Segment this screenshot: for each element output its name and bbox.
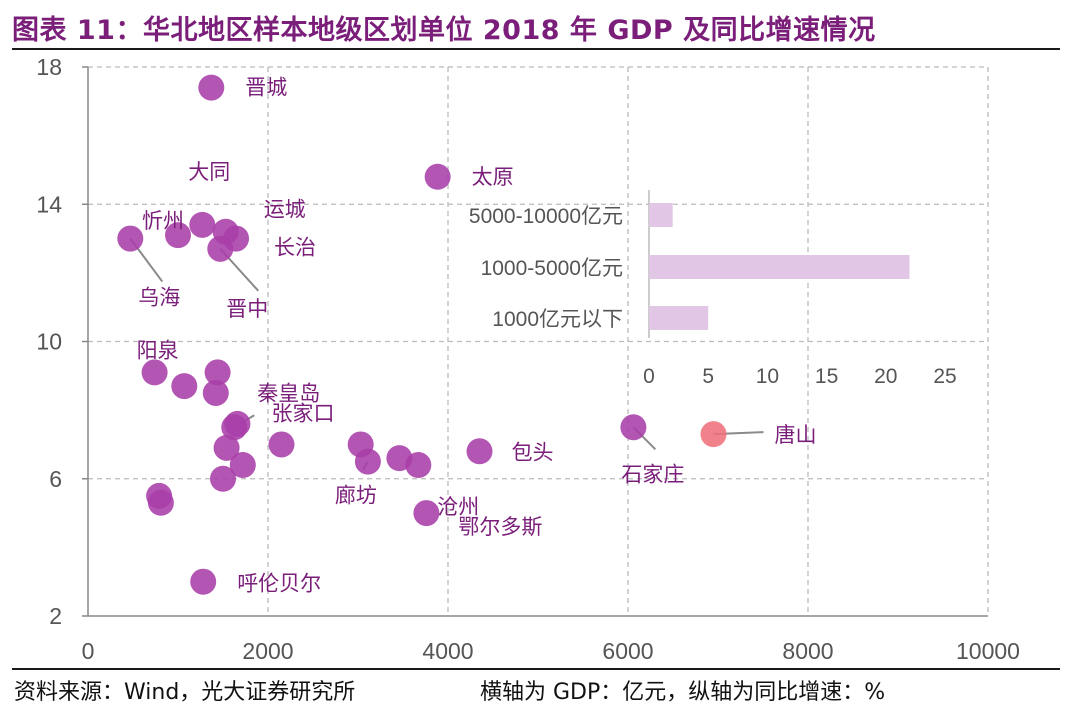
scatter-point	[117, 225, 144, 252]
point-label: 大同	[188, 160, 230, 184]
scatter-point	[413, 500, 440, 527]
inset-category-label: 5000-10000亿元	[469, 205, 623, 228]
title-divider	[12, 48, 1060, 50]
inset-bar-chart: 5000-10000亿元 1000-5000亿元 1000亿元以下 0 5 10 15 20 2…	[469, 190, 957, 388]
axis-note: 横轴为 GDP：亿元，纵轴为同比增速：%	[480, 680, 886, 705]
scatter-point	[171, 373, 198, 400]
scatter-point	[204, 359, 231, 386]
scatter-point	[405, 452, 432, 479]
point-label: 忻州	[142, 209, 184, 233]
inset-tick-label: 5	[702, 365, 714, 388]
x-tick-label: 4000	[422, 638, 473, 664]
point-label: 晋城	[245, 76, 287, 100]
inset-category-label: 1000-5000亿元	[481, 257, 623, 280]
point-label: 太原	[472, 165, 514, 189]
inset-tick-label: 10	[756, 365, 779, 388]
scatter-chart: 0 2000 4000 6000 8000 10000 2 6 10 14 18 5000-1000…	[36, 54, 1020, 664]
point-label: 秦皇岛	[257, 381, 320, 405]
chart-title: 图表 11：华北地区样本地级区划单位 2018 年 GDP 及同比增速情况	[12, 15, 876, 46]
point-label: 运城	[264, 198, 306, 222]
point-label: 廊坊	[335, 484, 377, 508]
axes: 0 2000 4000 6000 8000 10000 2 6 10 14 18	[36, 54, 1020, 664]
scatter-point	[198, 74, 225, 101]
inset-bar	[649, 306, 709, 330]
scatter-point	[224, 410, 251, 437]
inset-category-label: 1000亿元以下	[492, 308, 623, 331]
point-label: 鄂尔多斯	[458, 515, 542, 539]
point-label: 沧州	[437, 495, 479, 519]
scatter-point	[202, 379, 229, 406]
data-points	[117, 74, 727, 595]
scatter-point	[207, 235, 234, 262]
scatter-point	[424, 163, 451, 190]
scatter-point	[189, 211, 216, 238]
point-label: 张家口	[272, 401, 335, 425]
scatter-point	[147, 489, 174, 516]
point-label: 长治	[274, 236, 316, 260]
scatter-point	[141, 359, 168, 386]
point-label: 阳泉	[137, 338, 179, 362]
scatter-point	[229, 452, 256, 479]
y-tick-label: 10	[36, 329, 62, 355]
point-label: 晋中	[226, 297, 268, 321]
x-tick-label: 2000	[242, 638, 293, 664]
point-label: 乌海	[138, 286, 180, 310]
scatter-point	[466, 438, 493, 465]
y-tick-label: 2	[49, 603, 62, 629]
point-label: 包头	[512, 440, 554, 464]
inset-bar	[649, 203, 673, 227]
scatter-point	[165, 222, 191, 249]
y-tick-label: 14	[36, 191, 62, 217]
point-label: 呼伦贝尔	[237, 572, 321, 596]
scatter-point	[620, 414, 647, 441]
point-label: 唐山	[775, 423, 817, 447]
grid-lines	[88, 66, 989, 616]
inset-tick-label: 0	[643, 365, 655, 388]
point-label: 石家庄	[621, 462, 684, 486]
scatter-point	[700, 421, 727, 448]
scatter-point	[354, 448, 381, 475]
inset-bar	[649, 255, 910, 279]
inset-tick-label: 15	[815, 365, 838, 388]
x-tick-label: 10000	[956, 638, 1020, 664]
scatter-point	[190, 568, 217, 595]
scatter-point	[268, 431, 295, 458]
scatter-point	[213, 434, 240, 461]
source-note: 资料来源：Wind，光大证券研究所	[14, 680, 356, 705]
inset-tick-label: 25	[933, 365, 956, 388]
scatter-point	[210, 465, 236, 492]
inset-tick-label: 20	[874, 365, 897, 388]
x-tick-label: 6000	[602, 638, 653, 664]
x-tick-label: 0	[82, 638, 95, 664]
footer-divider	[12, 668, 1060, 670]
y-tick-label: 18	[36, 54, 62, 80]
x-tick-label: 8000	[782, 638, 833, 664]
y-tick-label: 6	[49, 466, 62, 492]
